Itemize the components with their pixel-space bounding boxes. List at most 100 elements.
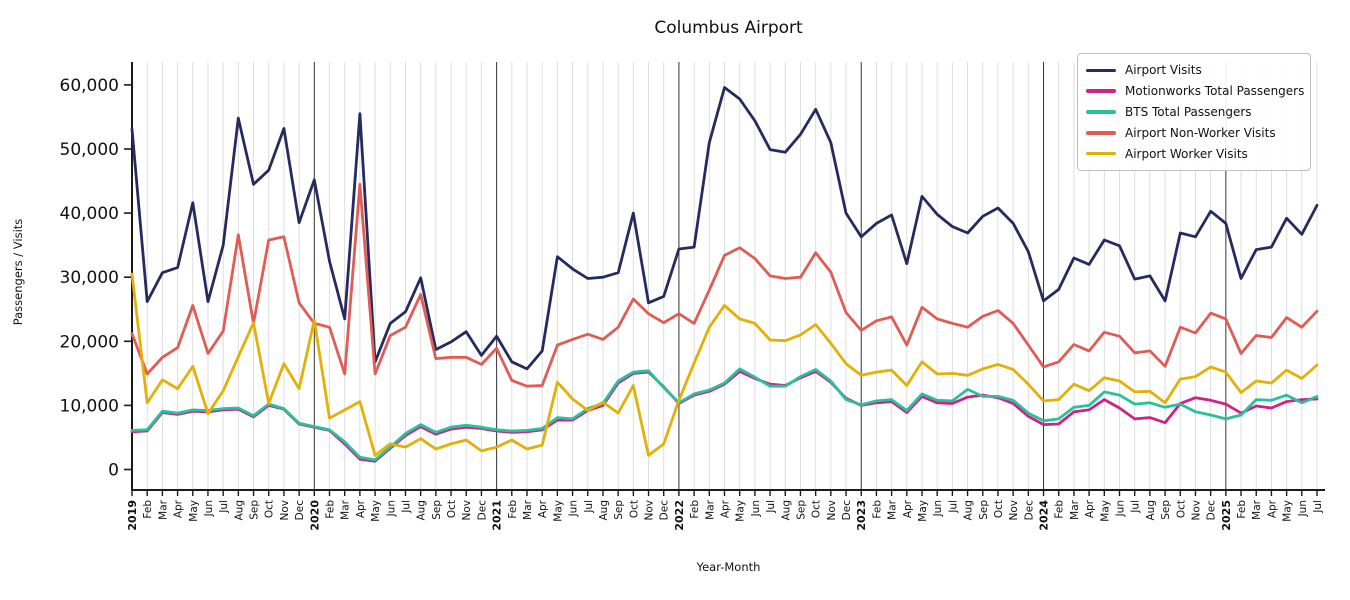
legend-label: Motionworks Total Passengers xyxy=(1125,84,1305,99)
x-tick-label: May xyxy=(1099,500,1111,522)
x-tick-label: Oct xyxy=(1175,500,1187,518)
x-tick-label: Feb xyxy=(507,500,519,519)
x-tick-label: Jun xyxy=(750,500,762,517)
y-tick-label: 60,000 xyxy=(60,76,119,96)
x-tick-label: Apr xyxy=(902,499,914,518)
x-tick-label: Sep xyxy=(795,500,807,520)
x-tick-label: Nov xyxy=(644,500,656,521)
x-tick-label: Nov xyxy=(279,500,291,521)
series-line-airport-visits xyxy=(130,86,1319,371)
legend-item: Airport Worker Visits xyxy=(1086,143,1302,164)
legend-label: Airport Worker Visits xyxy=(1125,146,1248,161)
x-tick-label: Dec xyxy=(1023,500,1035,521)
x-tick-label: Sep xyxy=(978,500,990,520)
legend-item: BTS Total Passengers xyxy=(1086,102,1302,123)
x-tick-label: Mar xyxy=(887,499,899,519)
x-tick-label: Dec xyxy=(841,500,853,521)
legend-swatch xyxy=(1086,110,1116,114)
x-tick-label: Nov xyxy=(1008,500,1020,521)
legend-swatch xyxy=(1086,131,1116,135)
legend-label: Airport Visits xyxy=(1125,63,1202,78)
x-tick-label: Feb xyxy=(871,500,883,519)
chart-title: Columbus Airport xyxy=(654,18,803,38)
x-tick-label: 2022 xyxy=(673,500,686,531)
x-tick-label: Jun xyxy=(1297,500,1309,517)
x-tick-label: Jun xyxy=(932,500,944,517)
x-tick-label: May xyxy=(552,500,564,522)
legend-item: Motionworks Total Passengers xyxy=(1086,81,1305,102)
y-tick-label: 10,000 xyxy=(60,396,119,416)
y-tick-label: 50,000 xyxy=(60,140,119,160)
x-tick-label: Jun xyxy=(568,500,580,517)
x-tick-label: Sep xyxy=(1160,500,1172,520)
x-tick-label: Aug xyxy=(416,500,428,521)
x-tick-label: Apr xyxy=(537,499,549,518)
x-axis-label: Year-Month xyxy=(696,560,761,574)
x-tick-label: Apr xyxy=(355,499,367,518)
x-tick-label: Mar xyxy=(522,499,534,519)
x-tick-label: May xyxy=(370,500,382,522)
x-tick-label: Jun xyxy=(385,500,397,517)
x-tick-label: Sep xyxy=(613,500,625,520)
x-tick-label: Mar xyxy=(1069,499,1081,519)
series-line-airport-non-worker-visits xyxy=(130,182,1319,388)
x-tick-label: Jul xyxy=(947,500,959,514)
x-tick-label: Apr xyxy=(1266,499,1278,518)
x-tick-label: Jun xyxy=(203,500,215,517)
x-tick-label: Jul xyxy=(765,500,777,514)
legend-label: Airport Non-Worker Visits xyxy=(1125,125,1276,140)
x-tick-label: Jul xyxy=(1130,500,1142,514)
x-tick-label: Mar xyxy=(340,499,352,519)
x-tick-label: Feb xyxy=(1054,500,1066,519)
x-tick-label: Apr xyxy=(719,499,731,518)
x-tick-label: 2024 xyxy=(1038,500,1051,531)
legend-label: BTS Total Passengers xyxy=(1125,104,1252,119)
x-tick-label: Apr xyxy=(1084,499,1096,518)
x-tick-label: Sep xyxy=(431,500,443,520)
legend-swatch xyxy=(1086,68,1116,73)
x-tick-label: Oct xyxy=(446,500,458,518)
x-tick-label: Dec xyxy=(294,500,306,521)
x-tick-label: Apr xyxy=(173,499,185,518)
x-tick-label: 2023 xyxy=(855,500,868,531)
series-line-bts-total-passengers xyxy=(130,367,1319,462)
x-tick-label: Aug xyxy=(780,500,792,521)
x-tick-label: Feb xyxy=(142,500,154,519)
x-tick-label: Dec xyxy=(476,500,488,521)
x-tick-label: Nov xyxy=(826,500,838,521)
x-tick-label: Nov xyxy=(461,500,473,521)
x-tick-label: Nov xyxy=(1190,500,1202,521)
x-tick-label: Jul xyxy=(400,500,412,514)
x-tick-label: Mar xyxy=(157,499,169,519)
x-tick-label: Oct xyxy=(264,500,276,518)
x-tick-label: Oct xyxy=(993,500,1005,518)
y-tick-label: 30,000 xyxy=(60,268,119,288)
x-tick-label: Dec xyxy=(1206,500,1218,521)
legend-item: Airport Non-Worker Visits xyxy=(1086,122,1302,143)
x-tick-label: Jul xyxy=(583,500,595,514)
x-tick-label: Aug xyxy=(1145,500,1157,521)
x-tick-label: Dec xyxy=(659,500,671,521)
x-tick-label: Jul xyxy=(1312,500,1324,514)
x-tick-label: Feb xyxy=(1236,500,1248,519)
legend: Airport Visits Motionworks Total Passenge… xyxy=(1077,53,1311,171)
x-tick-label: Jun xyxy=(1114,500,1126,517)
x-tick-label: Mar xyxy=(704,499,716,519)
y-tick-label: 0 xyxy=(108,461,119,481)
legend-swatch xyxy=(1086,89,1116,93)
x-tick-label: Aug xyxy=(598,500,610,521)
x-tick-label: 2021 xyxy=(491,500,504,531)
y-tick-label: 40,000 xyxy=(60,204,119,224)
x-tick-label: 2020 xyxy=(308,500,321,531)
x-tick-label: Aug xyxy=(233,500,245,521)
series-line-airport-worker-visits xyxy=(130,272,1319,457)
legend-item: Airport Visits xyxy=(1086,60,1302,81)
x-tick-label: Oct xyxy=(811,500,823,518)
x-tick-label: May xyxy=(1282,500,1294,522)
x-tick-label: Mar xyxy=(1251,499,1263,519)
x-tick-label: 2019 xyxy=(126,500,139,531)
x-tick-label: Jul xyxy=(218,500,230,514)
x-tick-label: Aug xyxy=(963,500,975,521)
